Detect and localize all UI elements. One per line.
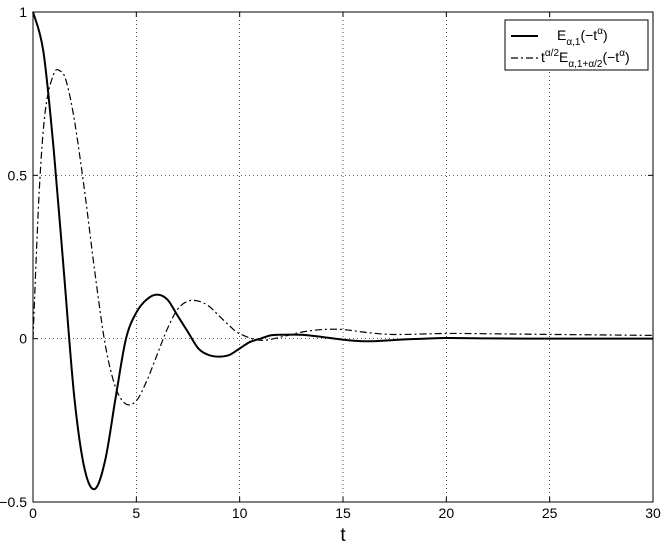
legend-entry-2-arg: (−t bbox=[602, 49, 619, 65]
legend-entry-1-base: E bbox=[557, 27, 566, 43]
y-tick-label: 1 bbox=[19, 4, 27, 20]
legend-entry-1: Eα,1(−tα) bbox=[557, 26, 608, 48]
series-line-1-solid bbox=[32, 11, 653, 491]
x-tick-label: 30 bbox=[645, 505, 661, 521]
y-tick-label: −0.5 bbox=[0, 494, 27, 510]
x-tick-label: 10 bbox=[232, 505, 248, 521]
series-line-2-dashdot bbox=[32, 68, 654, 406]
y-tick-label: 0.5 bbox=[8, 167, 28, 183]
legend-entry-2-close: ) bbox=[625, 49, 630, 65]
legend-entry-1-arg-sup: α bbox=[597, 26, 603, 37]
x-axis-label: t bbox=[340, 525, 346, 545]
x-tick-label: 15 bbox=[335, 505, 351, 521]
axis-ticks: 0 5 10 15 20 25 30−0.500.51 bbox=[0, 4, 661, 521]
legend-entry-2-pre-sup: α/2 bbox=[545, 48, 560, 59]
x-tick-label: 20 bbox=[439, 505, 455, 521]
legend-box bbox=[504, 19, 649, 71]
legend-entry-1-arg: (−t bbox=[580, 27, 597, 43]
legend-entry-1-close: ) bbox=[603, 27, 608, 43]
y-tick-label: 0 bbox=[19, 331, 27, 347]
legend-entry-2-arg-sup: α bbox=[619, 48, 625, 59]
x-tick-label: 0 bbox=[29, 505, 37, 521]
x-tick-label: 5 bbox=[132, 505, 140, 521]
legend-entry-1-sub: α,1 bbox=[566, 37, 581, 48]
legend: Eα,1(−tα) tα/2Eα,1+α/2(−tα) bbox=[504, 19, 649, 71]
legend-entry-2: tα/2Eα,1+α/2(−tα) bbox=[541, 48, 630, 70]
legend-entry-2-sub: α,1+α/2 bbox=[568, 59, 603, 70]
legend-entry-2-base: E bbox=[559, 49, 568, 65]
legend-entry-2-pre: t bbox=[541, 49, 545, 65]
series bbox=[32, 11, 654, 491]
x-tick-label: 25 bbox=[542, 505, 558, 521]
